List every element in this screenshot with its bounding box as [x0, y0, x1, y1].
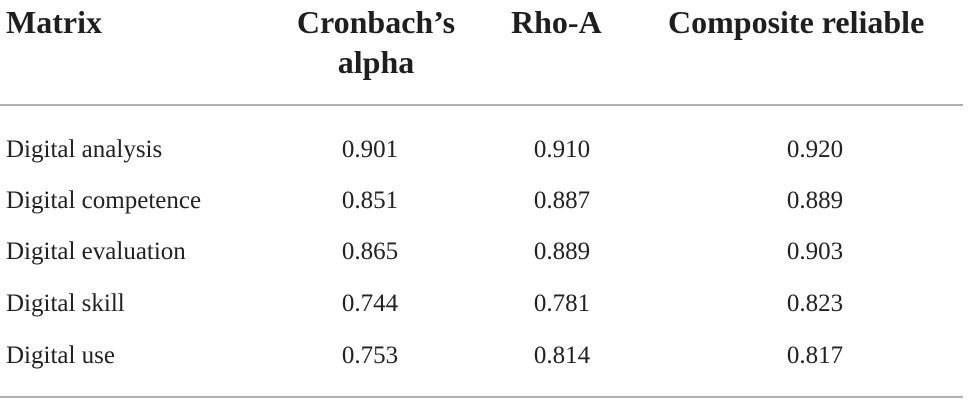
- table-row: Digital analysis 0.901 0.910 0.920: [0, 124, 968, 176]
- composite-reliable-value: 0.920: [786, 136, 844, 163]
- row-label: Digital analysis: [6, 136, 163, 163]
- header-composite-reliable: Composite reliable: [668, 4, 925, 40]
- rho-a-value: 0.910: [533, 136, 591, 163]
- header-divider: [0, 104, 963, 106]
- table-bottom-rule: [0, 396, 963, 398]
- table-row: Digital evaluation 0.865 0.889 0.903: [0, 226, 968, 278]
- rho-a-value: 0.887: [533, 187, 591, 214]
- row-label: Digital skill: [6, 290, 125, 317]
- cronbachs-alpha-value: 0.865: [341, 238, 399, 265]
- header-cronbachs-alpha: Cronbach’s alpha: [286, 2, 466, 82]
- header-rho-a: Rho-A: [511, 4, 602, 40]
- row-label: Digital evaluation: [6, 238, 186, 265]
- cronbachs-alpha-value: 0.851: [341, 187, 399, 214]
- table-row: Digital use 0.753 0.814 0.817: [0, 330, 968, 382]
- table-row: Digital competence 0.851 0.887 0.889: [0, 175, 968, 227]
- composite-reliable-value: 0.817: [786, 342, 844, 369]
- table-row: Digital skill 0.744 0.781 0.823: [0, 278, 968, 330]
- rho-a-value: 0.814: [533, 342, 591, 369]
- rho-a-value: 0.781: [533, 290, 591, 317]
- cronbachs-alpha-value: 0.744: [341, 290, 399, 317]
- header-cronbachs-alpha-line2: alpha: [337, 44, 415, 80]
- composite-reliable-value: 0.903: [786, 238, 844, 265]
- cronbachs-alpha-value: 0.901: [341, 136, 399, 163]
- header-matrix: Matrix: [6, 4, 102, 40]
- composite-reliable-value: 0.823: [786, 290, 844, 317]
- row-label: Digital competence: [6, 187, 202, 214]
- header-cronbachs-alpha-line1: Cronbach’s: [296, 4, 456, 40]
- cronbachs-alpha-value: 0.753: [341, 342, 399, 369]
- composite-reliable-value: 0.889: [786, 187, 844, 214]
- rho-a-value: 0.889: [533, 238, 591, 265]
- row-label: Digital use: [6, 342, 116, 369]
